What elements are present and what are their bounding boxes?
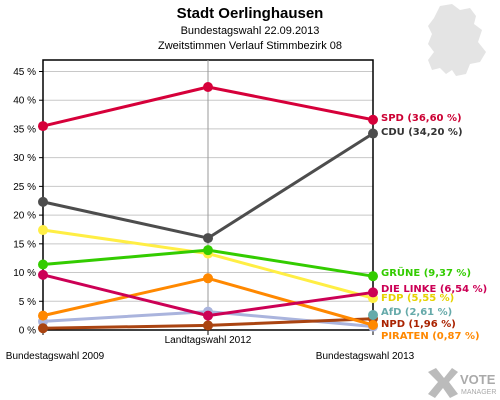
data-point-spd (203, 82, 213, 92)
chart-subtitle-1: Bundestagswahl 22.09.2013 (181, 25, 320, 37)
logo-word-2: MANAGER (461, 389, 496, 396)
series-label-npd: NPD (1,96 %) (381, 319, 456, 330)
data-point-afd (368, 310, 378, 321)
series-label-afd: AfD (2,61 %) (381, 307, 452, 318)
series-label-fdp: FDP (5,55 %) (381, 293, 454, 304)
data-point-gr-ne (368, 271, 378, 282)
series-label-piraten: PIRATEN (0,87 %) (381, 331, 480, 342)
data-point-fdp (38, 225, 48, 236)
data-point-npd (38, 323, 48, 334)
data-point-piraten (38, 310, 48, 321)
series-points (38, 82, 378, 334)
x-tick-label: Bundestagswahl 2009 (6, 351, 105, 362)
x-tick-label: Bundestagswahl 2013 (316, 351, 415, 362)
series-label-spd: SPD (36,60 %) (381, 113, 462, 124)
data-point-cdu (38, 196, 48, 207)
germany-map-icon (428, 4, 486, 76)
logo-word-1: VOTE (460, 372, 496, 387)
series-label-die-linke: DIE LINKE (6,54 %) (381, 284, 487, 295)
series-label-gr-ne: GRÜNE (9,37 %) (381, 265, 471, 279)
data-point-die-linke (38, 269, 48, 280)
chart-subtitle-2: Zweitstimmen Verlauf Stimmbezirk 08 (158, 40, 342, 52)
data-point-gr-ne (38, 259, 48, 270)
data-point-cdu (368, 128, 378, 139)
chart-title: Stadt Oerlinghausen (177, 5, 324, 22)
data-point-spd (38, 121, 48, 132)
logo-x-icon (428, 368, 458, 398)
x-tick-label: Landtagswahl 2012 (165, 335, 252, 346)
y-tick-label: 10 % (13, 268, 36, 279)
y-tick-label: 30 % (13, 153, 36, 164)
y-tick-label: 40 % (13, 96, 36, 107)
y-tick-label: 20 % (13, 211, 36, 222)
votemanager-logo: VOTE MANAGER (428, 368, 496, 398)
y-tick-label: 15 % (13, 239, 36, 250)
data-point-piraten (368, 320, 378, 331)
y-tick-label: 45 % (13, 67, 36, 78)
data-point-npd (203, 320, 213, 331)
data-point-spd (368, 114, 378, 125)
y-tick-label: 25 % (13, 182, 36, 193)
y-tick-label: 0 % (19, 326, 36, 337)
data-point-die-linke (368, 287, 378, 298)
data-point-piraten (203, 273, 213, 284)
y-tick-label: 35 % (13, 124, 36, 135)
data-point-die-linke (203, 310, 213, 321)
data-point-gr-ne (203, 245, 213, 256)
y-tick-label: 5 % (19, 297, 36, 308)
x-axis-ticks: Bundestagswahl 2009 Landtagswahl 2012 Bund… (6, 330, 415, 362)
data-point-cdu (203, 233, 213, 244)
series-label-cdu: CDU (34,20 %) (381, 127, 463, 138)
series-labels: NPD (1,96 %)AfD (2,61 %) PIRATEN (0,87 %)… (381, 113, 487, 342)
